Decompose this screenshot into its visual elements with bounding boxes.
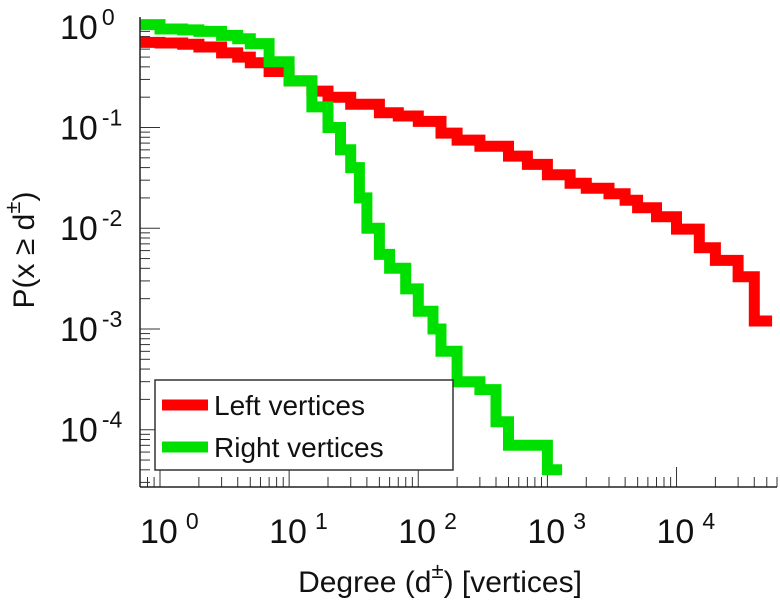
x-tick-exp: 4 [702, 508, 715, 534]
x-tick-label: 10 3 [527, 508, 586, 551]
x-tick-label: 10 0 [140, 508, 199, 551]
legend-label-left: Left vertices [214, 390, 365, 421]
y-tick-base: 10 [60, 210, 98, 248]
y-tick-label: 10 -4 [60, 407, 122, 450]
x-tick-exp: 3 [573, 508, 586, 534]
x-axis-label-sup: ± [431, 558, 443, 583]
series-line-left-vertices [140, 36, 773, 327]
y-axis-label-sup: ± [0, 202, 25, 214]
y-axis-label-main: P(x ≥ d [8, 214, 41, 309]
series-lines [140, 19, 773, 476]
x-tick-base: 10 [657, 513, 695, 551]
x-tick-base: 10 [269, 513, 307, 551]
y-tick-label: 10 -2 [60, 205, 122, 248]
y-tick-exp: -3 [102, 306, 122, 332]
y-tick-base: 10 [60, 412, 98, 450]
legend-label-right: Right vertices [214, 432, 384, 463]
x-axis-label-tail: ) [vertices] [444, 566, 582, 599]
y-tick-exp: -4 [102, 407, 123, 433]
x-tick-label: 10 2 [398, 508, 457, 551]
x-tick-base: 10 [140, 513, 178, 551]
x-tick-exp: 0 [186, 508, 199, 534]
y-tick-exp: -2 [102, 205, 122, 231]
axis-ticks [139, 26, 778, 487]
y-axis-label: P(x ≥ d±) [0, 192, 41, 309]
x-tick-exp: 1 [315, 508, 328, 534]
y-tick-base: 10 [60, 9, 98, 47]
x-tick-label: 10 4 [657, 508, 716, 551]
x-tick-exp: 2 [444, 508, 457, 534]
y-tick-exp: -1 [102, 105, 122, 131]
y-tick-base: 10 [60, 110, 98, 148]
y-tick-exp: 0 [102, 4, 115, 30]
series-line-right-vertices [140, 19, 563, 476]
y-tick-label: 10 0 [60, 4, 115, 47]
axes-frame [139, 17, 777, 488]
y-tick-base: 10 [60, 311, 98, 349]
x-tick-base: 10 [398, 513, 436, 551]
x-tick-label: 10 1 [269, 508, 328, 551]
legend: Left vertices Right vertices [154, 379, 454, 471]
x-axis-label: Degree (d±) [vertices] [298, 558, 582, 599]
y-tick-label: 10 -3 [60, 306, 122, 349]
y-tick-label: 10 -1 [60, 105, 122, 148]
x-tick-base: 10 [527, 513, 565, 551]
x-axis-label-main: Degree (d [298, 566, 431, 599]
tick-labels: 10 0 10 1 10 2 10 3 10 410 010 -110 -210 -310 -4 [60, 4, 715, 551]
legend-box [154, 379, 454, 471]
y-axis-label-tail: ) [8, 192, 41, 202]
